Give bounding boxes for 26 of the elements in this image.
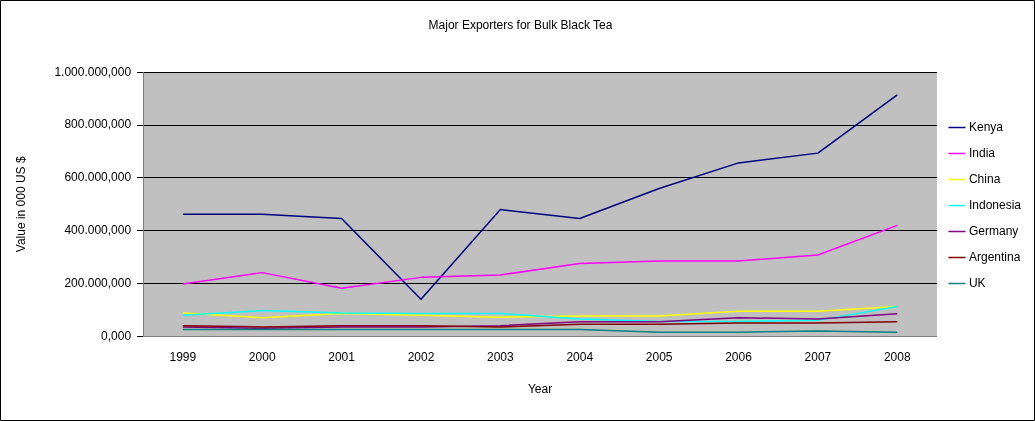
y-tick-label: 400.000,000 [64, 222, 132, 237]
legend-label: China [968, 171, 1001, 186]
y-tick-label: 200.000,000 [64, 275, 132, 290]
y-axis-title: Value in 000 US $ [13, 156, 28, 253]
x-tick-label: 2004 [566, 349, 594, 364]
legend-label: India [968, 145, 996, 160]
x-tick-label: 2007 [804, 349, 832, 364]
x-tick-label: 2008 [883, 349, 911, 364]
legend-label: Argentina [968, 249, 1021, 264]
x-tick-label: 2005 [645, 349, 673, 364]
legend-label: Germany [968, 223, 1019, 238]
y-tick-label: 600.000,000 [64, 170, 132, 185]
x-tick-label: 2000 [248, 349, 276, 364]
chart-title: Major Exporters for Bulk Black Tea [428, 17, 613, 32]
x-tick-label: 2006 [725, 349, 753, 364]
legend-label: Indonesia [968, 197, 1022, 212]
y-tick-label: 1.000.000,000 [54, 64, 132, 79]
x-tick-label: 2003 [487, 349, 515, 364]
legend-label: UK [968, 275, 986, 290]
x-tick-label: 2001 [328, 349, 356, 364]
legend-label: Kenya [968, 119, 1004, 134]
y-tick-label: 0,000 [101, 328, 132, 343]
x-tick-label: 1999 [169, 349, 197, 364]
x-tick-label: 2002 [407, 349, 435, 364]
x-axis-title: Year [527, 382, 553, 397]
y-tick-label: 800.000,000 [64, 117, 132, 132]
